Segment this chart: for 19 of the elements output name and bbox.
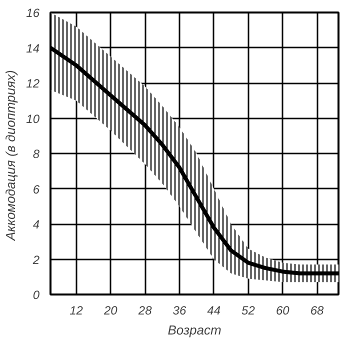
y-tick-label: 4 <box>32 218 40 232</box>
y-tick-label: 14 <box>26 41 40 56</box>
y-tick-label: 0 <box>32 288 40 302</box>
y-tick-label: 6 <box>32 182 40 196</box>
y-tick-label: 16 <box>26 6 40 20</box>
x-tick-label: 28 <box>137 304 152 318</box>
y-axis-title: Аккомодация (в диоптриях) <box>3 70 18 242</box>
x-tick-label: 52 <box>242 304 256 318</box>
x-tick-label: 20 <box>103 304 118 318</box>
x-tick-label: 60 <box>276 304 290 318</box>
x-tick-label: 12 <box>70 304 84 318</box>
y-tick-label: 12 <box>26 76 40 90</box>
x-tick-label: 68 <box>310 304 324 318</box>
x-tick-label: 44 <box>207 304 221 318</box>
y-tick-label: 8 <box>32 147 40 161</box>
y-tick-label: 2 <box>32 252 40 267</box>
y-tick-label: 10 <box>26 112 40 126</box>
x-axis-title: Возраст <box>168 322 222 338</box>
x-tick-label: 36 <box>172 304 186 318</box>
